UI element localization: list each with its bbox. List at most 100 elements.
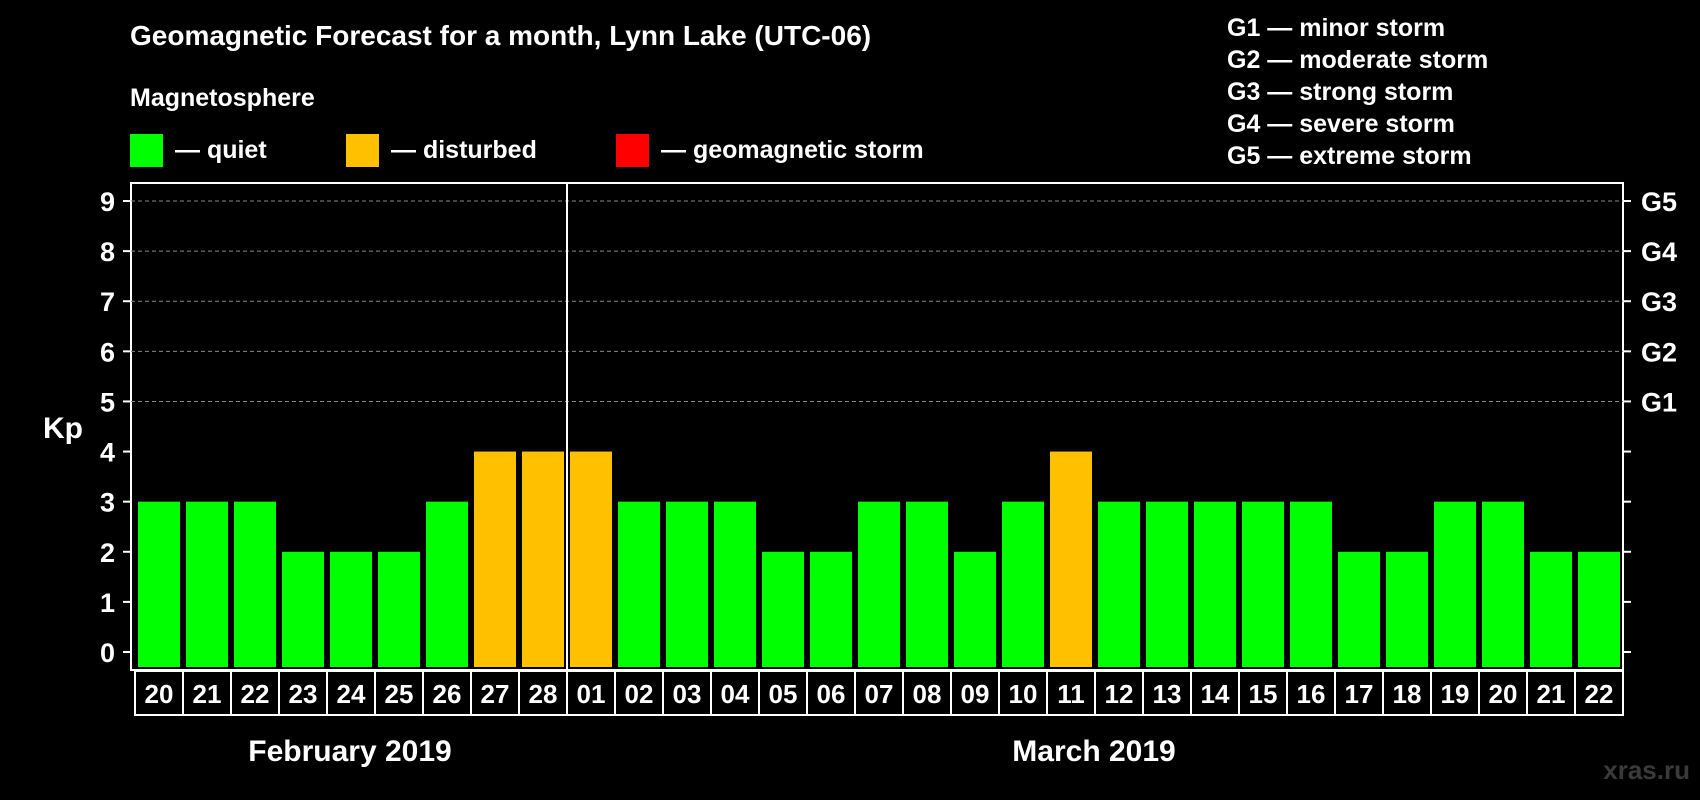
date-label-30: 22 — [1585, 679, 1614, 709]
date-label-2: 22 — [241, 679, 270, 709]
bar-11 — [666, 501, 708, 667]
bar-30 — [1578, 551, 1620, 667]
bar-29 — [1530, 551, 1572, 667]
y-tick-label-4: 4 — [100, 438, 115, 468]
date-label-11: 03 — [673, 679, 702, 709]
storm-level-g1: G1 — minor storm — [1227, 14, 1446, 42]
date-label-12: 04 — [721, 679, 750, 709]
date-label-20: 12 — [1105, 679, 1134, 709]
y-tick-label-6: 6 — [100, 337, 115, 367]
legend-label-storm: — geomagnetic storm — [661, 136, 924, 164]
bar-15 — [858, 501, 900, 667]
legend-swatch-disturbed — [346, 134, 379, 167]
y-tick-label-8: 8 — [100, 237, 115, 267]
storm-level-g2: G2 — moderate storm — [1227, 46, 1489, 74]
date-cell-30 — [1574, 670, 1624, 716]
bar-7 — [474, 451, 516, 667]
storm-level-g4: G4 — severe storm — [1227, 110, 1455, 138]
storm-level-g3: G3 — strong storm — [1227, 78, 1454, 106]
date-label-1: 21 — [193, 679, 222, 709]
date-label-9: 01 — [577, 679, 606, 709]
date-label-24: 16 — [1297, 679, 1326, 709]
date-label-7: 27 — [481, 679, 510, 709]
date-label-14: 06 — [817, 679, 846, 709]
date-label-18: 10 — [1009, 679, 1038, 709]
bar-21 — [1146, 501, 1188, 667]
bar-27 — [1434, 501, 1476, 667]
legend-label-quiet: — quiet — [175, 136, 267, 164]
bar-28 — [1482, 501, 1524, 667]
date-label-28: 20 — [1489, 679, 1518, 709]
bar-8 — [522, 451, 564, 667]
y-tick-label-2: 2 — [100, 538, 115, 568]
date-label-3: 23 — [289, 679, 318, 709]
date-label-16: 08 — [913, 679, 942, 709]
legend-subtitle: Magnetosphere — [130, 84, 315, 112]
bar-17 — [954, 551, 996, 667]
chart-title: Geomagnetic Forecast for a month, Lynn L… — [130, 20, 872, 51]
bar-14 — [810, 551, 852, 667]
month-label-february: February 2019 — [248, 735, 452, 768]
date-label-22: 14 — [1201, 679, 1230, 709]
date-label-23: 15 — [1249, 679, 1278, 709]
y-tick-label-3: 3 — [100, 488, 115, 518]
bar-26 — [1386, 551, 1428, 667]
bar-23 — [1242, 501, 1284, 667]
bar-19 — [1050, 451, 1092, 667]
watermark: xras.ru — [1603, 755, 1690, 785]
date-label-10: 02 — [625, 679, 654, 709]
date-label-4: 24 — [337, 679, 366, 709]
date-label-15: 07 — [865, 679, 894, 709]
storm-level-g5: G5 — extreme storm — [1227, 142, 1472, 170]
bar-18 — [1002, 501, 1044, 667]
bar-24 — [1290, 501, 1332, 667]
bar-12 — [714, 501, 756, 667]
g-level-label-g5: G5 — [1641, 187, 1677, 217]
y-tick-label-0: 0 — [100, 638, 115, 668]
bar-10 — [618, 501, 660, 667]
g-level-label-g4: G4 — [1641, 237, 1677, 267]
bar-1 — [186, 501, 228, 667]
bar-13 — [762, 551, 804, 667]
date-label-21: 13 — [1153, 679, 1182, 709]
bar-22 — [1194, 501, 1236, 667]
y-tick-label-5: 5 — [100, 387, 115, 417]
g-level-label-g3: G3 — [1641, 287, 1677, 317]
y-tick-label-1: 1 — [100, 588, 115, 618]
legend-swatch-storm — [616, 134, 649, 167]
bar-9 — [570, 451, 612, 667]
date-label-13: 05 — [769, 679, 798, 709]
date-label-26: 18 — [1393, 679, 1422, 709]
g-level-label-g1: G1 — [1641, 387, 1677, 417]
g-level-label-g2: G2 — [1641, 337, 1677, 367]
date-label-0: 20 — [145, 679, 174, 709]
date-label-29: 21 — [1537, 679, 1566, 709]
legend-label-disturbed: — disturbed — [391, 136, 537, 164]
date-label-5: 25 — [385, 679, 414, 709]
bar-16 — [906, 501, 948, 667]
y-tick-label-7: 7 — [100, 287, 115, 317]
legend-swatch-quiet — [130, 134, 163, 167]
y-tick-label-9: 9 — [100, 187, 115, 217]
bar-0 — [138, 501, 180, 667]
legend-item-storm: — geomagnetic storm — [616, 134, 924, 167]
bar-4 — [330, 551, 372, 667]
y-axis-label: Kp — [43, 412, 83, 445]
month-label-march: March 2019 — [1012, 735, 1176, 768]
legend-item-quiet: — quiet — [130, 134, 267, 167]
bar-3 — [282, 551, 324, 667]
date-label-17: 09 — [961, 679, 990, 709]
bar-5 — [378, 551, 420, 667]
date-label-27: 19 — [1441, 679, 1470, 709]
bar-25 — [1338, 551, 1380, 667]
bar-20 — [1098, 501, 1140, 667]
date-label-25: 17 — [1345, 679, 1374, 709]
bar-6 — [426, 501, 468, 667]
date-label-19: 11 — [1057, 679, 1085, 709]
storm-level-legend: G1 — minor storm G2 — moderate storm G3 … — [1227, 12, 1488, 172]
date-label-8: 28 — [529, 679, 558, 709]
bar-2 — [234, 501, 276, 667]
legend-item-disturbed: — disturbed — [346, 134, 537, 167]
date-label-6: 26 — [433, 679, 462, 709]
